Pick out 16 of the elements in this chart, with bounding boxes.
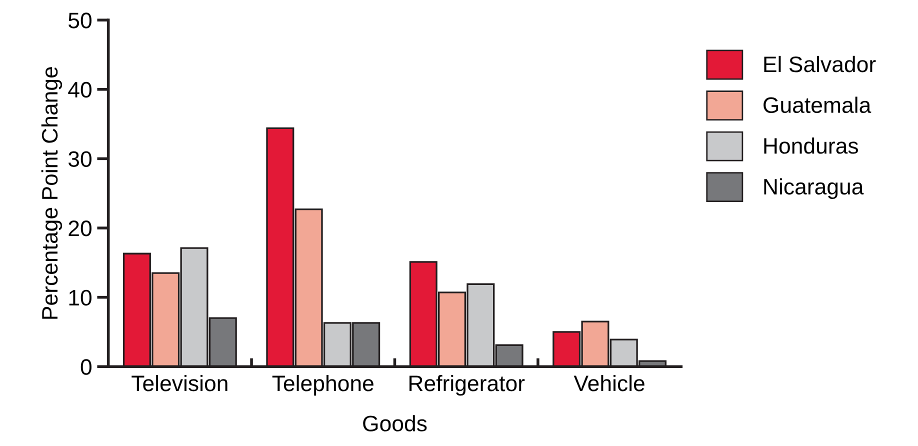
y-tick-label: 50 [68,12,92,28]
y-tick-label: 0 [80,359,92,375]
x-axis-title: Goods [363,415,427,432]
y-tick-label: 20 [68,220,92,236]
x-tick-label: Television [132,374,228,392]
legend-label: Nicaragua [764,178,864,199]
x-tick-label: Telephone [272,374,374,396]
y-tick-label: 10 [69,290,92,306]
legend-label: El Salvador [764,56,876,72]
legend-label: Guatemala [764,96,872,114]
y-axis-title: Percentage Point Change [41,67,62,319]
x-tick-label: Refrigerator [410,374,525,396]
legend-label: Honduras [764,137,858,154]
y-tick-label: 30 [68,151,92,167]
x-tick-label: Vehicle [574,374,644,392]
y-tick-label: 40 [68,82,92,98]
